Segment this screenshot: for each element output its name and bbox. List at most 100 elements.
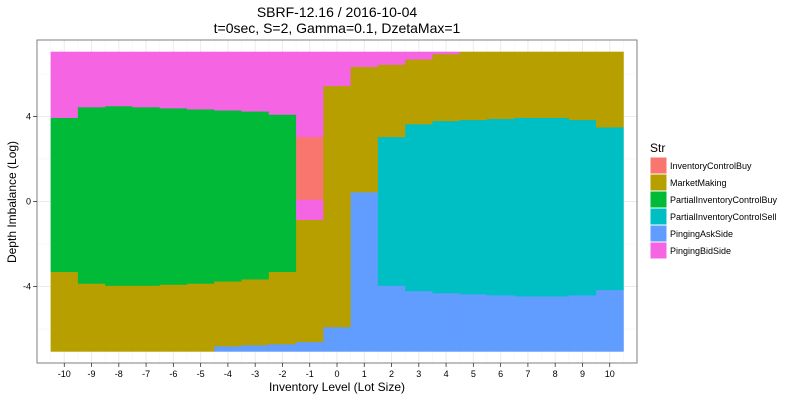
cell-partial-inventory-control-buy [159,108,188,285]
strategy-cells [50,51,624,352]
cell-pinging-bid-side [405,51,433,60]
x-tick-label: 2 [389,369,394,379]
cell-partial-inventory-control-sell [596,127,624,291]
cell-pinging-ask-side [568,295,597,352]
cell-pinging-bid-side [105,51,133,107]
cell-pinging-bid-side [268,51,297,115]
cell-pinging-ask-side [541,296,570,352]
cell-pinging-bid-side [296,199,324,220]
x-tick-label: 1 [362,369,367,379]
legend-label: PingingAskSide [670,229,733,239]
cell-pinging-bid-side [323,51,352,87]
cell-market-making [323,85,352,328]
legend-items: InventoryControlBuy MarketMaking PartialIn… [649,156,778,260]
cell-pinging-bid-side [132,51,161,108]
y-tick-label: 0 [26,197,31,207]
x-tick-label: 3 [416,369,421,379]
legend-swatch [649,190,668,209]
x-tick-label: 6 [498,369,503,379]
cell-pinging-ask-side [350,191,379,352]
cell-market-making [487,51,515,120]
cell-market-making [187,283,215,352]
cell-pinging-bid-side [296,51,324,138]
cell-partial-inventory-control-sell [377,136,406,286]
cell-pinging-ask-side [432,292,461,352]
cell-pinging-ask-side [514,296,542,352]
cell-pinging-ask-side [241,344,270,352]
cell-market-making [241,279,270,346]
cell-partial-inventory-control-buy [77,106,106,284]
cell-market-making [214,281,242,347]
x-tick-label: 9 [580,369,585,379]
x-axis-ticks: -10 -9 -8 -7 -6 -5 -4 -3 -2 -1 0 1 2 3 4 5 6 7 8 9 10 [58,363,615,379]
cell-inventory-control-buy [296,136,324,200]
x-tick-label: 0 [334,369,339,379]
x-tick-label: -8 [115,369,123,379]
cell-partial-inventory-control-buy [241,111,270,280]
legend-label: MarketMaking [670,178,727,188]
cell-pinging-ask-side [296,341,324,352]
cell-market-making [50,271,79,352]
cell-market-making [459,51,488,121]
x-tick-label: -7 [142,369,150,379]
legend-label: PartialInventoryControlBuy [670,195,778,205]
x-tick-label: -2 [278,369,286,379]
x-tick-label: -10 [58,369,71,379]
cell-pinging-bid-side [350,51,379,67]
x-tick-label: 7 [525,369,530,379]
x-tick-label: -9 [88,369,96,379]
cell-partial-inventory-control-sell [487,118,515,296]
legend-swatch [649,207,668,226]
cell-market-making [132,285,161,352]
cell-pinging-ask-side [459,293,488,352]
cell-pinging-ask-side [323,326,352,352]
cell-pinging-ask-side [487,295,515,352]
cell-market-making [105,285,133,352]
cell-market-making [405,59,433,125]
cell-market-making [350,66,379,193]
cell-partial-inventory-control-buy [214,110,242,282]
cell-pinging-bid-side [77,51,106,108]
cell-pinging-ask-side [268,343,297,352]
legend: Str InventoryControlBuy MarketMaking Parti… [649,141,778,260]
cell-pinging-bid-side [432,51,461,55]
cell-partial-inventory-control-sell [405,123,433,292]
cell-pinging-bid-side [214,51,242,111]
cell-pinging-bid-side [159,51,188,109]
x-axis-title: Inventory Level (Lot Size) [269,380,405,394]
cell-market-making [377,64,406,138]
cell-pinging-ask-side [596,289,624,352]
cell-partial-inventory-control-buy [105,105,133,286]
cell-partial-inventory-control-sell [514,117,542,297]
cell-pinging-bid-side [50,51,79,118]
legend-label: PartialInventoryControlSell [670,212,777,222]
cell-pinging-bid-side [241,51,270,112]
cell-pinging-ask-side [214,346,242,352]
cell-market-making [568,51,597,121]
x-tick-label: 4 [444,369,449,379]
x-tick-label: -5 [197,369,205,379]
legend-swatch [649,156,668,175]
cell-market-making [514,51,542,118]
legend-swatch [649,224,668,243]
cell-partial-inventory-control-buy [187,109,215,284]
y-axis-ticks: -4 0 4 [23,112,37,292]
cell-partial-inventory-control-sell [541,117,570,297]
x-tick-label: -1 [306,369,314,379]
x-tick-label: -6 [169,369,177,379]
cell-pinging-bid-side [377,51,406,65]
cell-partial-inventory-control-sell [459,119,488,295]
y-tick-label: 4 [26,112,31,122]
y-tick-label: -4 [23,282,31,292]
legend-label: PingingBidSide [670,246,731,256]
cell-partial-inventory-control-buy [132,106,161,286]
cell-pinging-ask-side [377,285,406,352]
cell-market-making [268,271,297,345]
chart-title-line2: t=0sec, S=2, Gamma=0.1, DzetaMax=1 [214,20,461,36]
chart-title-line1: SBRF-12.16 / 2016-10-04 [257,4,418,20]
cell-market-making [541,51,570,118]
cell-pinging-ask-side [405,290,433,352]
legend-title: Str [650,141,665,155]
cell-partial-inventory-control-buy [50,117,79,273]
